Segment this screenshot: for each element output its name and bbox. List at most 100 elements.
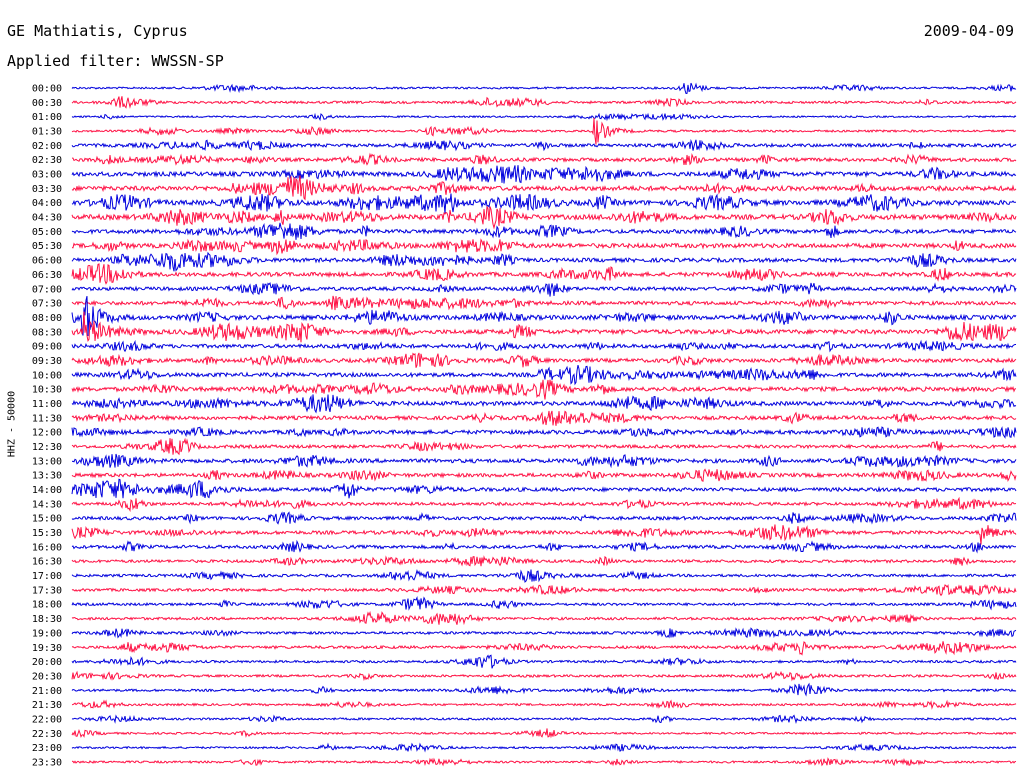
trace-row-0430: [71, 206, 1017, 230]
y-tick-label: 12:30: [32, 442, 62, 453]
y-tick-label: 06:00: [32, 256, 62, 267]
y-tick-label: 11:30: [32, 413, 62, 424]
station-title: GE Mathiatis, Cyprus: [7, 22, 188, 40]
y-tick-label: 03:00: [32, 170, 62, 181]
y-tick-label: 14:30: [32, 499, 62, 510]
trace-row-1930: [71, 641, 1017, 656]
trace-row-2330: [71, 757, 1017, 767]
trace-row-0700: [71, 281, 1017, 297]
trace-row-1130: [71, 410, 1017, 426]
y-tick-label: 13:00: [32, 456, 62, 467]
trace-row-0630: [71, 263, 1017, 285]
y-tick-label: 01:00: [32, 112, 62, 123]
trace-row-2300: [71, 742, 1017, 753]
y-tick-label: 16:30: [32, 557, 62, 568]
trace-row-1230: [71, 437, 1017, 456]
trace-row-2000: [71, 654, 1017, 669]
filter-label: Applied filter: WWSSN-SP: [7, 52, 224, 70]
y-tick-label: 20:00: [32, 657, 62, 668]
y-tick-label: 07:30: [32, 299, 62, 310]
y-tick-label: 09:30: [32, 356, 62, 367]
y-tick-label: 22:30: [32, 729, 62, 740]
y-tick-label: 00:30: [32, 98, 62, 109]
trace-row-1900: [71, 627, 1017, 639]
y-tick-label: 19:00: [32, 628, 62, 639]
y-tick-label: 17:30: [32, 585, 62, 596]
y-tick-label: 03:30: [32, 184, 62, 195]
trace-row-1600: [71, 539, 1017, 554]
trace-row-0330: [71, 175, 1017, 201]
y-tick-label: 18:30: [32, 614, 62, 625]
trace-row-1100: [71, 394, 1017, 414]
y-tick-label: 18:00: [32, 600, 62, 611]
y-tick-label: 07:00: [32, 284, 62, 295]
trace-row-0500: [71, 222, 1017, 240]
trace-row-0400: [71, 193, 1016, 214]
trace-row-1400: [71, 478, 1017, 499]
y-tick-label: 00:00: [32, 84, 62, 95]
trace-row-1630: [71, 555, 1017, 567]
y-tick-label: 22:00: [32, 714, 62, 725]
y-tick-label: 06:30: [32, 270, 62, 281]
trace-row-0830: [71, 311, 1017, 343]
trace-row-2230: [71, 728, 1017, 739]
trace-row-0900: [71, 339, 1016, 353]
y-tick-label: 08:00: [32, 313, 62, 324]
trace-rows: [71, 82, 1017, 767]
trace-row-0230: [72, 152, 1017, 166]
trace-row-0600: [71, 251, 1017, 272]
trace-row-1200: [71, 426, 1017, 439]
trace-row-1030: [71, 379, 1017, 400]
y-tick-label: 23:00: [32, 743, 62, 754]
y-tick-label: 15:00: [32, 514, 62, 525]
y-tick-label: 04:30: [32, 213, 62, 224]
trace-row-2100: [71, 682, 1017, 697]
y-tick-label: 14:00: [32, 485, 62, 496]
y-tick-label: 02:30: [32, 155, 62, 166]
y-tick-label: 17:00: [32, 571, 62, 582]
y-tick-label: 15:30: [32, 528, 62, 539]
y-tick-label: 20:30: [32, 671, 62, 682]
y-tick-label: 16:00: [32, 542, 62, 553]
trace-row-0800: [71, 295, 1017, 337]
trace-row-0530: [71, 238, 1017, 256]
y-tick-label: 23:30: [32, 757, 62, 768]
y-tick-label: 10:30: [32, 385, 62, 396]
trace-row-1000: [71, 364, 1017, 386]
trace-row-0100: [71, 112, 1017, 122]
trace-row-0000: [71, 82, 1017, 95]
y-tick-label: 01:30: [32, 127, 62, 138]
y-tick-label: 10:00: [32, 370, 62, 381]
y-tick-label: 09:00: [32, 342, 62, 353]
trace-row-1330: [71, 468, 1017, 483]
trace-row-2130: [71, 699, 1017, 710]
trace-row-1830: [71, 610, 1017, 626]
y-tick-label: 02:00: [32, 141, 62, 152]
trace-row-1500: [71, 511, 1017, 525]
y-tick-label: 11:00: [32, 399, 62, 410]
trace-row-2200: [71, 714, 1017, 724]
y-tick-label: 21:00: [32, 686, 62, 697]
trace-row-1800: [71, 596, 1017, 611]
date-label: 2009-04-09: [923, 22, 1014, 40]
trace-row-0930: [71, 352, 1017, 368]
trace-row-0030: [71, 96, 1017, 109]
y-tick-label: 12:00: [32, 428, 62, 439]
y-tick-label: 13:30: [32, 471, 62, 482]
trace-row-0730: [71, 295, 1017, 311]
y-tick-label: 08:30: [32, 327, 62, 338]
y-tick-label: 05:00: [32, 227, 62, 238]
trace-row-1700: [71, 569, 1017, 583]
trace-row-1730: [71, 584, 1017, 597]
y-tick-label: 19:30: [32, 643, 62, 654]
trace-row-2030: [71, 670, 1017, 682]
y-tick-label: 21:30: [32, 700, 62, 711]
y-tick-labels: 00:00 00:30 01:00 01:30 02:00 02:30 03:00 03:30…: [32, 84, 62, 769]
trace-row-0200: [71, 138, 1017, 152]
y-tick-label: 04:00: [32, 198, 62, 209]
trace-row-1530: [71, 524, 1017, 545]
trace-row-0130: [71, 117, 1016, 145]
trace-row-1300: [71, 453, 1017, 469]
trace-row-1430: [71, 496, 1017, 513]
